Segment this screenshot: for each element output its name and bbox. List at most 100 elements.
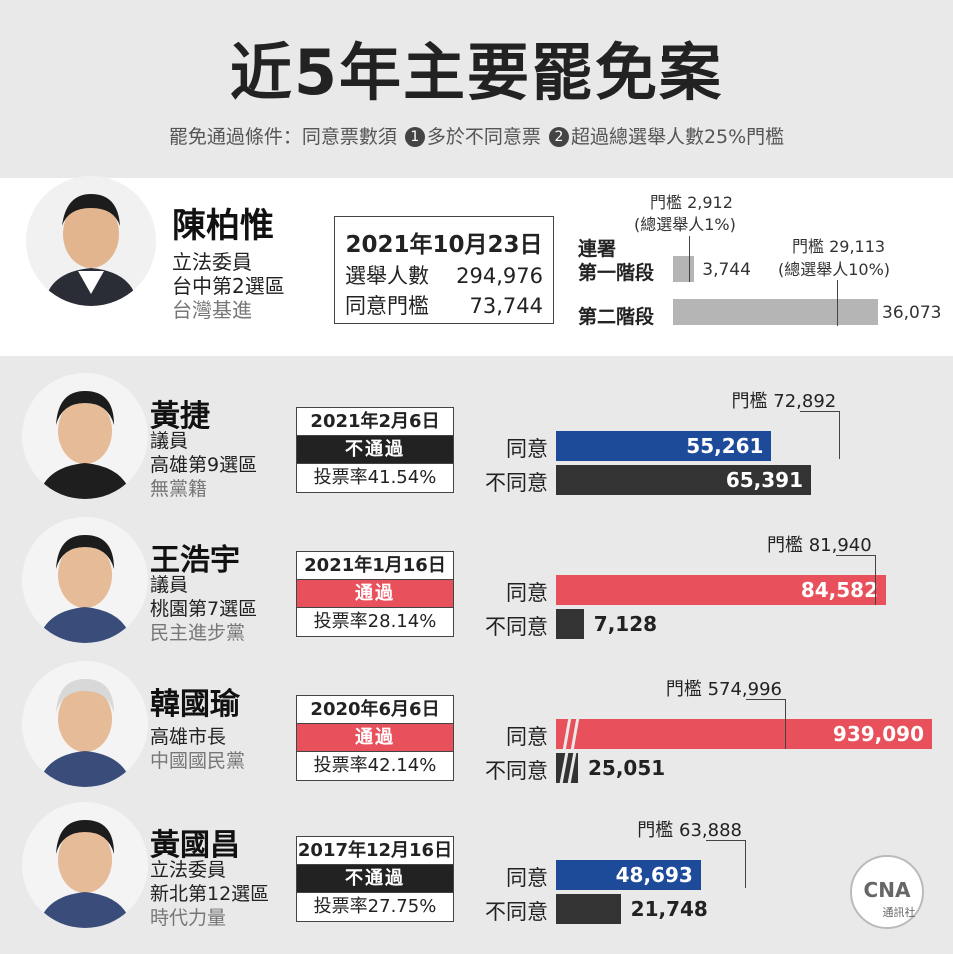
person-portrait-icon bbox=[22, 661, 148, 787]
logo-sub: 通訊社 bbox=[883, 905, 916, 919]
case-0-disagree-label: 不同意 bbox=[485, 471, 548, 495]
case-3-district: 新北第12選區 bbox=[150, 883, 270, 905]
case-1-threshold-label: 門檻 81,940 bbox=[766, 535, 872, 556]
case-1-disagree-bar bbox=[556, 609, 584, 639]
case-3-turnout: 投票率27.75% bbox=[313, 896, 437, 917]
electorate-label: 選舉人數 bbox=[345, 264, 429, 288]
person-portrait-icon bbox=[22, 373, 148, 499]
case-0-avatar bbox=[22, 373, 148, 499]
case-2-name: 韓國瑜 bbox=[150, 687, 240, 722]
case-1-threshold-line bbox=[835, 555, 876, 605]
case-1-district: 桃園第7選區 bbox=[150, 598, 258, 620]
case-1-date-box: 2021年1月16日 通過投票率28.14% bbox=[296, 551, 454, 637]
stage2-value: 36,073 bbox=[882, 303, 942, 323]
case-0-name: 黃捷 bbox=[150, 399, 210, 434]
case-3-name: 黃國昌 bbox=[150, 828, 240, 863]
condition-1-badge: 1 bbox=[404, 127, 425, 147]
case-1-agree-value: 84,582 bbox=[800, 578, 878, 602]
case-2-turnout: 投票率42.14% bbox=[313, 755, 437, 776]
featured-party: 台灣基進 bbox=[172, 298, 252, 322]
case-2-info: 高雄市長 中國國民黨 bbox=[150, 725, 245, 773]
case-0-party: 無黨籍 bbox=[150, 478, 208, 500]
petition-label: 連署 bbox=[578, 238, 617, 260]
electorate-row: 選舉人數 294,976 bbox=[345, 261, 543, 291]
case-3-threshold-line bbox=[706, 840, 746, 888]
case-0-agree-value: 55,261 bbox=[686, 434, 764, 458]
case-2-disagree-label: 不同意 bbox=[485, 759, 548, 783]
case-0-role: 議員 bbox=[150, 430, 189, 452]
case-3-avatar bbox=[22, 802, 148, 928]
case-0-threshold-line bbox=[800, 411, 841, 459]
case-1-party: 民主進步黨 bbox=[150, 622, 246, 644]
case-1-disagree-value: 7,128 bbox=[593, 612, 658, 636]
case-2-agree-value: 939,090 bbox=[832, 722, 924, 746]
featured-info-box: 2021年10月23日 選舉人數 294,976 同意門檻 73,744 bbox=[334, 216, 554, 324]
case-3-disagree-value: 21,748 bbox=[630, 897, 708, 921]
case-1-disagree-label: 不同意 bbox=[485, 615, 548, 639]
stage1-threshold-line bbox=[678, 236, 690, 282]
case-3-status-badge: 不通過 bbox=[297, 865, 453, 893]
featured-avatar bbox=[26, 176, 156, 306]
case-0-agree-label: 同意 bbox=[506, 437, 548, 461]
condition-1-text: 多於不同意票 bbox=[426, 126, 541, 148]
stage2-threshold-note: (總選舉人10%) bbox=[778, 260, 891, 279]
person-portrait-icon bbox=[22, 517, 148, 643]
case-2-avatar bbox=[22, 661, 148, 787]
case-2-axis-break-2 bbox=[557, 750, 581, 790]
condition-2-badge: 2 bbox=[548, 127, 569, 147]
case-2-threshold-label: 門檻 574,996 bbox=[665, 679, 782, 700]
case-3-date-box: 2017年12月16日 不通過 投票率27.75% bbox=[296, 836, 454, 922]
threshold-row: 同意門檻 73,744 bbox=[345, 291, 543, 321]
featured-name: 陳柏惟 bbox=[172, 206, 274, 246]
stage2-threshold-label: 門檻 29,113 bbox=[792, 237, 886, 256]
case-2-threshold-line bbox=[746, 699, 786, 749]
case-3-threshold-label: 門檻 63,888 bbox=[637, 820, 742, 841]
case-0-status-badge: 不通過 bbox=[297, 436, 453, 464]
case-1-turnout: 投票率28.14% bbox=[313, 611, 437, 632]
case-0-threshold-label: 門檻 72,892 bbox=[731, 391, 837, 412]
case-1-name: 王浩宇 bbox=[150, 543, 240, 578]
case-2-agree-label: 同意 bbox=[506, 725, 548, 749]
case-1-avatar bbox=[22, 517, 148, 643]
case-1-agree-label: 同意 bbox=[506, 581, 548, 605]
featured-date: 2021年10月23日 bbox=[345, 232, 543, 258]
stage2-bar bbox=[673, 299, 878, 325]
subtitle: 罷免通過條件：同意票數須 1 多於不同意票 2 超過總選舉人數25%門檻 bbox=[0, 122, 953, 149]
page-title: 近5年主要罷免案 bbox=[229, 36, 724, 109]
case-3-agree-bar bbox=[556, 860, 701, 890]
case-2-disagree-value: 25,051 bbox=[588, 756, 666, 780]
case-2-axis-break bbox=[560, 715, 580, 757]
case-0-date-box: 2021年2月6日 不通過投票率41.54% bbox=[296, 407, 454, 493]
threshold-label: 同意門檻 bbox=[345, 294, 429, 318]
cna-logo: CNA 通訊社 bbox=[849, 854, 925, 930]
threshold-value: 73,744 bbox=[469, 294, 543, 318]
case-2-party: 中國國民黨 bbox=[150, 750, 246, 772]
case-1-date: 2021年1月16日 bbox=[297, 552, 453, 580]
stage1-threshold-label: 門檻 2,912 bbox=[650, 193, 733, 212]
case-2-agree-bar bbox=[556, 719, 932, 749]
featured-title: 立法委員 bbox=[172, 250, 252, 274]
case-3-role: 立法委員 bbox=[150, 859, 227, 881]
case-2-date-box: 2020年6月6日 通過投票率42.14% bbox=[296, 695, 454, 781]
stage1-label: 第一階段 bbox=[578, 262, 655, 284]
case-1-status-badge: 通過 bbox=[297, 580, 453, 608]
case-2-status-badge: 通過 bbox=[297, 724, 453, 752]
stage1-value: 3,744 bbox=[702, 260, 751, 280]
stage2-label: 第二階段 bbox=[578, 306, 655, 328]
electorate-value: 294,976 bbox=[456, 264, 543, 288]
case-0-info: 議員 高雄第9選區 無黨籍 bbox=[150, 429, 257, 501]
condition-2-text: 超過總選舉人數25%門檻 bbox=[570, 126, 785, 148]
logo-text: CNA bbox=[864, 878, 911, 902]
case-2-date: 2020年6月6日 bbox=[297, 696, 453, 724]
case-0-date: 2021年2月6日 bbox=[297, 408, 453, 436]
case-0-disagree-bar bbox=[556, 465, 811, 495]
case-3-agree-value: 48,693 bbox=[615, 863, 693, 887]
case-3-agree-label: 同意 bbox=[506, 866, 548, 890]
case-0-agree-bar bbox=[556, 431, 772, 461]
stage1-threshold-note: (總選舉人1%) bbox=[634, 215, 736, 234]
case-0-turnout: 投票率41.54% bbox=[313, 467, 437, 488]
case-3-disagree-label: 不同意 bbox=[485, 900, 548, 924]
case-0-disagree-value: 65,391 bbox=[725, 468, 803, 492]
case-1-agree-bar bbox=[556, 575, 886, 605]
stage2-threshold-line bbox=[826, 280, 839, 326]
